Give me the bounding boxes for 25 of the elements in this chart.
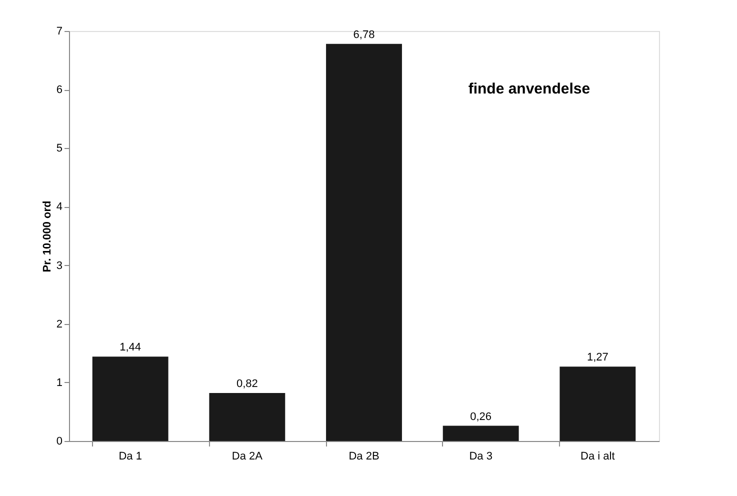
- bar: [560, 366, 636, 441]
- y-tick-label: 1: [56, 376, 62, 389]
- y-tick-label: 7: [56, 26, 62, 38]
- y-tick-label: 3: [56, 260, 62, 272]
- data-label: 1,27: [586, 352, 608, 364]
- data-label: 0,26: [470, 410, 492, 423]
- x-tick-label: Da i alt: [580, 450, 615, 462]
- annotation: finde anvendelse: [468, 80, 590, 98]
- x-tick-label: Da 2A: [232, 450, 264, 462]
- x-tick-label: Da 3: [469, 450, 492, 462]
- y-tick-label: 6: [56, 84, 62, 96]
- x-tick-label: Da 2B: [348, 450, 380, 462]
- y-tick-label: 2: [56, 318, 62, 330]
- bar: [209, 392, 286, 441]
- data-label: 0,82: [236, 378, 258, 390]
- y-tick-label: 5: [56, 142, 62, 155]
- bar: [326, 44, 402, 441]
- y-tick-label: 4: [56, 201, 62, 214]
- x-tick-label: Da 1: [118, 450, 142, 462]
- bar: [92, 356, 168, 441]
- data-label: 1,44: [120, 342, 142, 354]
- bar: [442, 426, 519, 441]
- y-axis-title: Pr. 10.000 ord: [41, 200, 54, 272]
- y-tick-label: 0: [56, 436, 62, 448]
- data-label: 6,78: [353, 28, 375, 41]
